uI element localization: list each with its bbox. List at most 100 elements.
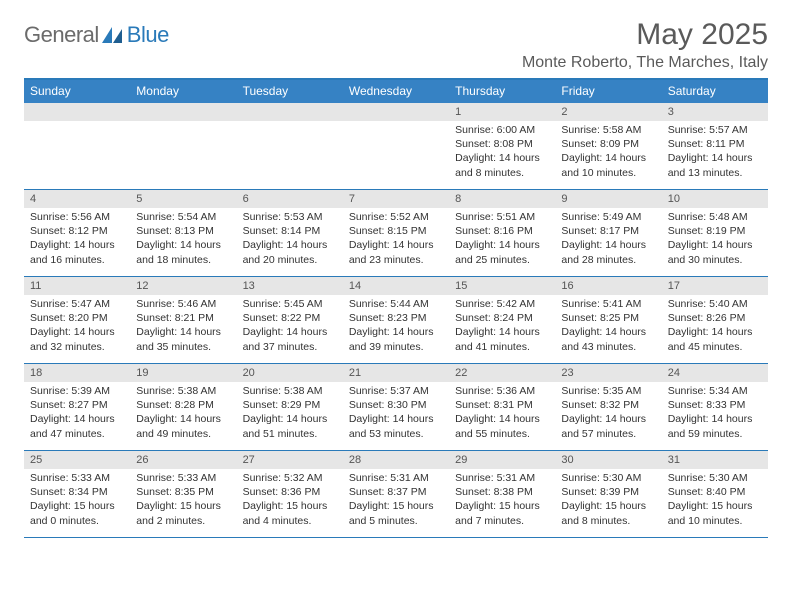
sunrise-text: Sunrise: 5:48 AM [668, 210, 762, 224]
daylight-text: Daylight: 14 hours and 55 minutes. [455, 412, 549, 440]
daylight-text: Daylight: 14 hours and 32 minutes. [30, 325, 124, 353]
date-number: 29 [449, 451, 555, 469]
day-body: Sunrise: 5:38 AMSunset: 8:28 PMDaylight:… [130, 382, 236, 447]
day-cell: 2Sunrise: 5:58 AMSunset: 8:09 PMDaylight… [555, 103, 661, 189]
day-body: Sunrise: 5:37 AMSunset: 8:30 PMDaylight:… [343, 382, 449, 447]
sunrise-text: Sunrise: 5:53 AM [243, 210, 337, 224]
date-number: 19 [130, 364, 236, 382]
day-body: Sunrise: 5:30 AMSunset: 8:39 PMDaylight:… [555, 469, 661, 534]
day-body [24, 121, 130, 129]
day-body: Sunrise: 5:40 AMSunset: 8:26 PMDaylight:… [662, 295, 768, 360]
day-cell: 19Sunrise: 5:38 AMSunset: 8:28 PMDayligh… [130, 364, 236, 450]
date-number [237, 103, 343, 121]
daylight-text: Daylight: 14 hours and 53 minutes. [349, 412, 443, 440]
sunset-text: Sunset: 8:35 PM [136, 485, 230, 499]
date-number: 2 [555, 103, 661, 121]
date-number: 6 [237, 190, 343, 208]
weekday-header: Tuesday [237, 80, 343, 103]
day-body: Sunrise: 5:48 AMSunset: 8:19 PMDaylight:… [662, 208, 768, 273]
weekday-header: Saturday [662, 80, 768, 103]
sunset-text: Sunset: 8:20 PM [30, 311, 124, 325]
daylight-text: Daylight: 14 hours and 30 minutes. [668, 238, 762, 266]
week-row: 11Sunrise: 5:47 AMSunset: 8:20 PMDayligh… [24, 277, 768, 364]
day-cell [343, 103, 449, 189]
sunrise-text: Sunrise: 5:33 AM [136, 471, 230, 485]
day-body [343, 121, 449, 129]
sunrise-text: Sunrise: 5:31 AM [349, 471, 443, 485]
week-row: 1Sunrise: 6:00 AMSunset: 8:08 PMDaylight… [24, 103, 768, 190]
date-number: 15 [449, 277, 555, 295]
day-cell: 8Sunrise: 5:51 AMSunset: 8:16 PMDaylight… [449, 190, 555, 276]
day-cell [24, 103, 130, 189]
day-cell: 13Sunrise: 5:45 AMSunset: 8:22 PMDayligh… [237, 277, 343, 363]
day-cell: 1Sunrise: 6:00 AMSunset: 8:08 PMDaylight… [449, 103, 555, 189]
day-body: Sunrise: 5:58 AMSunset: 8:09 PMDaylight:… [555, 121, 661, 186]
date-number: 18 [24, 364, 130, 382]
sunrise-text: Sunrise: 5:45 AM [243, 297, 337, 311]
sunset-text: Sunset: 8:40 PM [668, 485, 762, 499]
sunrise-text: Sunrise: 5:42 AM [455, 297, 549, 311]
date-number [130, 103, 236, 121]
sunrise-text: Sunrise: 5:39 AM [30, 384, 124, 398]
day-cell: 10Sunrise: 5:48 AMSunset: 8:19 PMDayligh… [662, 190, 768, 276]
sunset-text: Sunset: 8:33 PM [668, 398, 762, 412]
sunrise-text: Sunrise: 5:30 AM [668, 471, 762, 485]
daylight-text: Daylight: 14 hours and 57 minutes. [561, 412, 655, 440]
sunset-text: Sunset: 8:32 PM [561, 398, 655, 412]
date-number: 30 [555, 451, 661, 469]
sunset-text: Sunset: 8:29 PM [243, 398, 337, 412]
date-number: 25 [24, 451, 130, 469]
sunset-text: Sunset: 8:30 PM [349, 398, 443, 412]
sunrise-text: Sunrise: 5:38 AM [243, 384, 337, 398]
date-number: 10 [662, 190, 768, 208]
day-cell: 26Sunrise: 5:33 AMSunset: 8:35 PMDayligh… [130, 451, 236, 537]
sunrise-text: Sunrise: 5:34 AM [668, 384, 762, 398]
day-cell: 4Sunrise: 5:56 AMSunset: 8:12 PMDaylight… [24, 190, 130, 276]
daylight-text: Daylight: 14 hours and 47 minutes. [30, 412, 124, 440]
date-number [343, 103, 449, 121]
month-title: May 2025 [522, 18, 768, 52]
sunrise-text: Sunrise: 5:35 AM [561, 384, 655, 398]
sunrise-text: Sunrise: 5:46 AM [136, 297, 230, 311]
daylight-text: Daylight: 14 hours and 41 minutes. [455, 325, 549, 353]
date-number: 9 [555, 190, 661, 208]
day-body: Sunrise: 5:46 AMSunset: 8:21 PMDaylight:… [130, 295, 236, 360]
sunset-text: Sunset: 8:38 PM [455, 485, 549, 499]
day-cell: 20Sunrise: 5:38 AMSunset: 8:29 PMDayligh… [237, 364, 343, 450]
day-body [237, 121, 343, 129]
day-body: Sunrise: 5:31 AMSunset: 8:38 PMDaylight:… [449, 469, 555, 534]
day-cell [130, 103, 236, 189]
sunrise-text: Sunrise: 5:57 AM [668, 123, 762, 137]
day-cell: 12Sunrise: 5:46 AMSunset: 8:21 PMDayligh… [130, 277, 236, 363]
date-number [24, 103, 130, 121]
day-body: Sunrise: 5:41 AMSunset: 8:25 PMDaylight:… [555, 295, 661, 360]
date-number: 27 [237, 451, 343, 469]
sunset-text: Sunset: 8:19 PM [668, 224, 762, 238]
location-subtitle: Monte Roberto, The Marches, Italy [522, 54, 768, 72]
weekday-header: Thursday [449, 80, 555, 103]
brand-logo: General Blue [24, 18, 169, 48]
daylight-text: Daylight: 15 hours and 5 minutes. [349, 499, 443, 527]
sunrise-text: Sunrise: 6:00 AM [455, 123, 549, 137]
weeks-container: 1Sunrise: 6:00 AMSunset: 8:08 PMDaylight… [24, 103, 768, 538]
daylight-text: Daylight: 15 hours and 8 minutes. [561, 499, 655, 527]
weekday-header: Wednesday [343, 80, 449, 103]
day-cell: 6Sunrise: 5:53 AMSunset: 8:14 PMDaylight… [237, 190, 343, 276]
sunset-text: Sunset: 8:11 PM [668, 137, 762, 151]
date-number: 31 [662, 451, 768, 469]
day-body: Sunrise: 5:35 AMSunset: 8:32 PMDaylight:… [555, 382, 661, 447]
day-cell: 24 Sunrise: 5:34 AMSunset: 8:33 PMDayligh… [662, 364, 768, 450]
sunrise-text: Sunrise: 5:40 AM [668, 297, 762, 311]
daylight-text: Daylight: 14 hours and 59 minutes. [668, 412, 762, 440]
date-number: 24 [662, 364, 768, 382]
day-body: Sunrise: 5:49 AMSunset: 8:17 PMDaylight:… [555, 208, 661, 273]
sunset-text: Sunset: 8:12 PM [30, 224, 124, 238]
title-block: May 2025 Monte Roberto, The Marches, Ita… [522, 18, 768, 72]
daylight-text: Daylight: 14 hours and 45 minutes. [668, 325, 762, 353]
day-cell: 23Sunrise: 5:35 AMSunset: 8:32 PMDayligh… [555, 364, 661, 450]
sunrise-text: Sunrise: 5:36 AM [455, 384, 549, 398]
daylight-text: Daylight: 15 hours and 2 minutes. [136, 499, 230, 527]
daylight-text: Daylight: 14 hours and 49 minutes. [136, 412, 230, 440]
day-body: Sunrise: 5:56 AMSunset: 8:12 PMDaylight:… [24, 208, 130, 273]
date-number: 20 [237, 364, 343, 382]
